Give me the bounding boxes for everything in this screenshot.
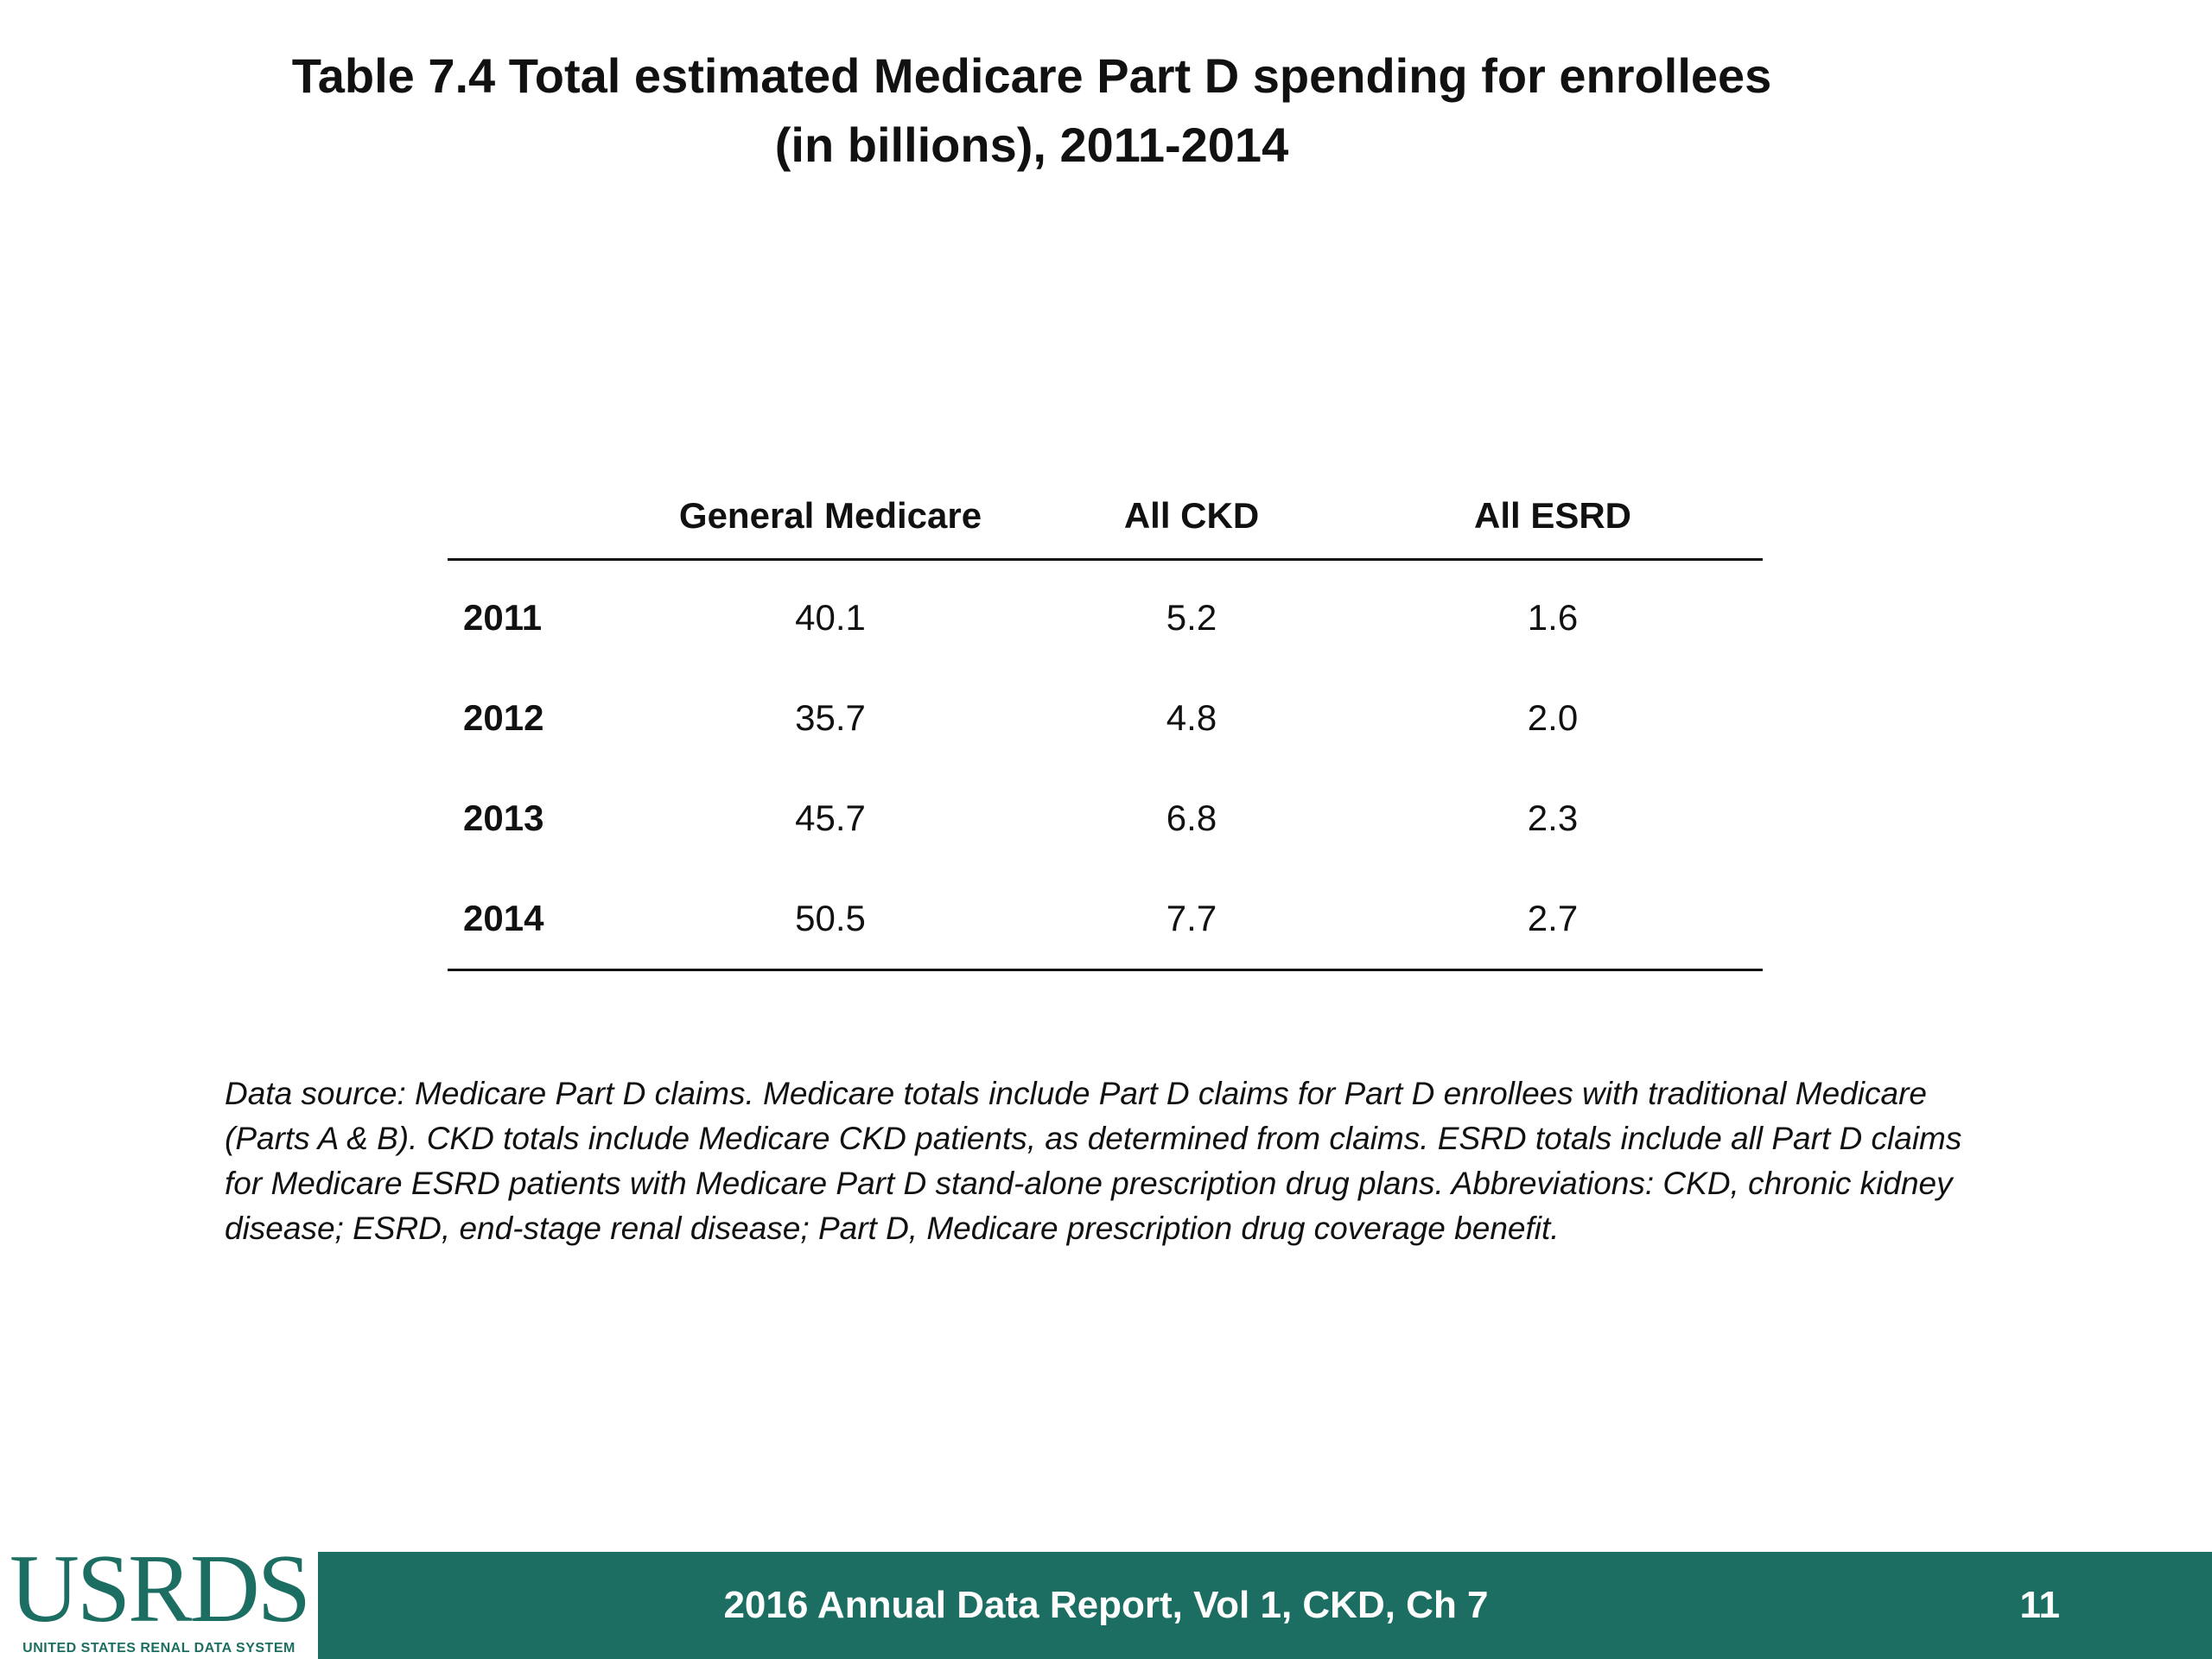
cell-general-medicare: 35.7 xyxy=(795,697,866,738)
table-row: 2011 40.1 5.2 1.6 xyxy=(448,560,1763,669)
logo-wordmark: USRDS xyxy=(9,1535,311,1643)
cell-all-esrd: 2.7 xyxy=(1343,868,1763,971)
cell-all-esrd: 2.3 xyxy=(1527,798,1579,838)
table-row: 2013 45.7 6.8 2.3 xyxy=(448,768,1763,868)
report-label: 2016 Annual Data Report, Vol 1, CKD, Ch … xyxy=(723,1584,1489,1626)
data-source-footnote: Data source: Medicare Part D claims. Med… xyxy=(225,1076,1962,1246)
column-header-all-esrd: All ESRD xyxy=(1343,474,1763,561)
usrds-logo: USRDS UNITED STATES RENAL DATA SYSTEM xyxy=(0,1540,318,1659)
spending-table: General Medicare All CKD All ESRD 2011 4… xyxy=(448,474,1763,971)
logo-subtext: UNITED STATES RENAL DATA SYSTEM xyxy=(22,1641,296,1656)
row-year: 2014 xyxy=(448,868,620,971)
cell-all-ckd: 5.2 xyxy=(1166,597,1217,638)
page-title: Table 7.4 Total estimated Medicare Part … xyxy=(207,41,1856,180)
row-year: 2011 xyxy=(463,597,543,638)
column-header-year xyxy=(448,474,620,561)
row-year: 2013 xyxy=(463,798,544,838)
column-header-general-medicare: General Medicare xyxy=(620,474,1040,561)
page-title-line-1: Table 7.4 Total estimated Medicare Part … xyxy=(291,48,1772,103)
page-title-line-2: (in billions), 2011-2014 xyxy=(774,118,1289,172)
column-header-all-ckd: All CKD xyxy=(1040,474,1343,561)
page-number: 11 xyxy=(2019,1584,2060,1626)
cell-general-medicare: 40.1 xyxy=(795,597,866,638)
cell-all-esrd: 2.0 xyxy=(1527,697,1579,738)
table-header-row: General Medicare All CKD All ESRD xyxy=(448,474,1763,561)
cell-all-ckd: 7.7 xyxy=(1040,868,1343,971)
cell-all-esrd: 1.6 xyxy=(1527,597,1579,638)
footer-bar: 2016 Annual Data Report, Vol 1, CKD, Ch … xyxy=(0,1552,2212,1659)
row-year: 2012 xyxy=(463,697,544,738)
table-row: 2014 50.5 7.7 2.7 xyxy=(448,868,1763,971)
table-row: 2012 35.7 4.8 2.0 xyxy=(448,668,1763,768)
cell-all-ckd: 6.8 xyxy=(1166,798,1217,838)
cell-general-medicare: 50.5 xyxy=(620,868,1040,971)
cell-general-medicare: 45.7 xyxy=(795,798,866,838)
cell-all-ckd: 4.8 xyxy=(1166,697,1217,738)
